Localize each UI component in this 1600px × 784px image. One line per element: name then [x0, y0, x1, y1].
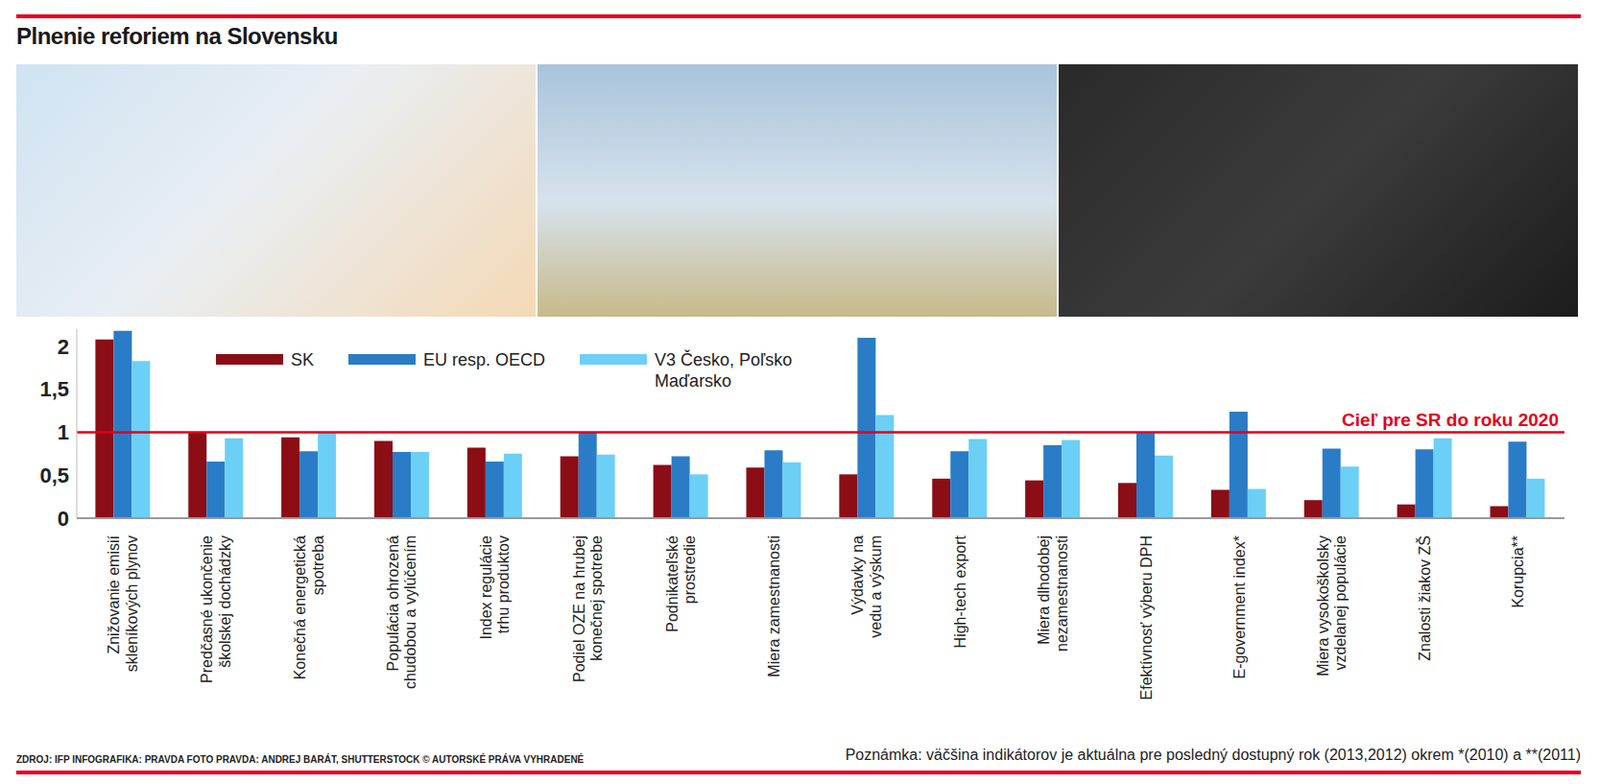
svg-text:2: 2: [57, 334, 70, 359]
svg-text:Predčasné ukončenieškolskej do: Predčasné ukončenieškolskej dochádzky: [198, 535, 233, 684]
svg-text:Miera dlhodobejnezamestnanosti: Miera dlhodobejnezamestnanosti: [1035, 535, 1070, 652]
html-text:V3 Česko, Poľsko Maďarsko: V3 Česko, Poľsko Maďarsko: [654, 350, 793, 391]
html-text:Poznámka: väčšina indikátorov: Poznámka: väčšina indikátorov je aktuáln…: [845, 746, 1581, 764]
svg-text:Miera zamestnanosti: Miera zamestnanosti: [765, 535, 783, 678]
svg-text:Podiel OZE na hrubejkonečnej s: Podiel OZE na hrubejkonečnej spotrebe: [571, 535, 605, 683]
svg-text:Populácia ohrozenáchudobou a v: Populácia ohrozenáchudobou a vylúčením: [384, 535, 419, 690]
svg-text:High-tech export: High-tech export: [952, 534, 969, 648]
html-text:SK: SK: [290, 350, 314, 370]
svg-text:E-government index*: E-government index*: [1231, 535, 1248, 679]
svg-text:Podnikateľsképrostredie: Podnikateľsképrostredie: [664, 535, 698, 633]
html-text:Plnenie reforiem na Slovensku: Plnenie reforiem na Slovensku: [16, 23, 338, 49]
svg-text:Konečná energetickáspotreba: Konečná energetickáspotreba: [291, 535, 326, 680]
svg-text:0: 0: [57, 506, 70, 531]
svg-text:Znižovanie emisiískleníkových: Znižovanie emisiískleníkových plynov: [105, 534, 140, 672]
html-text:EU resp. OECD: EU resp. OECD: [423, 350, 546, 370]
svg-text:Korupcia**: Korupcia**: [1509, 535, 1527, 609]
svg-text:0,5: 0,5: [39, 463, 70, 488]
html-text:ZDROJ: IFP INFOGRAFIKA: PRAVDA: ZDROJ: IFP INFOGRAFIKA: PRAVDA FOTO PRAV…: [16, 754, 584, 765]
svg-text:1: 1: [57, 420, 70, 445]
svg-text:Cieľ pre SR do roku 2020: Cieľ pre SR do roku 2020: [1341, 409, 1559, 430]
svg-text:Efektívnosť výberu DPH: Efektívnosť výberu DPH: [1138, 535, 1155, 700]
svg-text:Znalosti žiakov ZŠ: Znalosti žiakov ZŠ: [1415, 535, 1433, 662]
svg-text:Výdavky navedu a výskum: Výdavky navedu a výskum: [849, 535, 884, 639]
svg-text:1,5: 1,5: [39, 377, 70, 402]
svg-text:Index regulácietrhu produktov: Index regulácietrhu produktov: [477, 535, 512, 641]
svg-text:Miera vysokoškolskyvzdelanej p: Miera vysokoškolskyvzdelanej populácie: [1314, 535, 1349, 677]
